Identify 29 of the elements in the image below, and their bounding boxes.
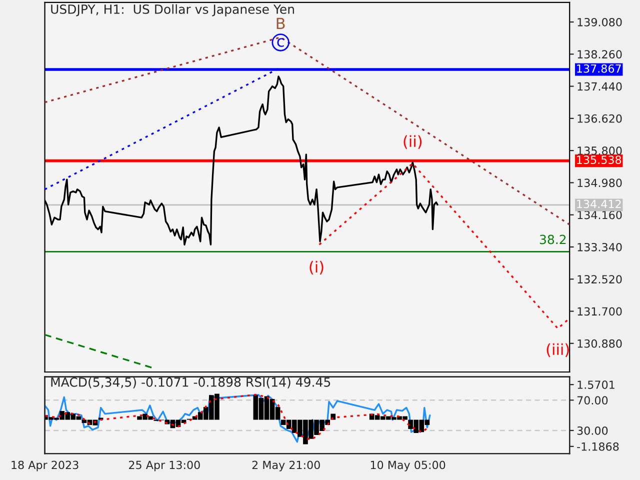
y-tick-label: 132.520 bbox=[578, 275, 622, 284]
y-tick-label: 139.080 bbox=[578, 18, 622, 26]
ref-line-label: 135.538 bbox=[577, 156, 622, 164]
chart-title: MACD(5,34,5) -0.1071 -0.1898 RSI(14) 49.45 bbox=[51, 377, 330, 388]
y-tick-label: 131.700 bbox=[578, 307, 622, 316]
y-tick-label: 70.00 bbox=[577, 396, 608, 405]
x-tick-label: 25 Apr 13:00 bbox=[129, 460, 200, 472]
annotation: B bbox=[276, 18, 285, 29]
x-tick-label: 18 Apr 2023 bbox=[12, 460, 78, 472]
annotation: (i) bbox=[310, 260, 324, 274]
x-tick-label: 10 May 05:00 bbox=[370, 460, 446, 472]
y-tick-label: 30.00 bbox=[577, 426, 608, 435]
y-tick-label: 136.620 bbox=[578, 114, 622, 123]
y-tick-label: 138.260 bbox=[578, 50, 622, 59]
y2-tick-label: -1.1868 bbox=[577, 442, 619, 451]
y-tick-label: 137.440 bbox=[578, 82, 622, 91]
y-tick-label: 134.160 bbox=[578, 210, 622, 220]
y-tick-label: 133.340 bbox=[578, 242, 622, 252]
annotation: (ii) bbox=[404, 135, 422, 149]
annotation: c bbox=[277, 38, 284, 47]
y2-tick-label: 1.5701 bbox=[578, 380, 614, 389]
annotation: 38.2 bbox=[540, 234, 566, 244]
x-tick-label: 2 May 21:00 bbox=[252, 460, 320, 472]
y-tick-label: 134.980 bbox=[578, 178, 622, 188]
y-tick-label: 130.880 bbox=[578, 339, 622, 348]
annotation: (iii) bbox=[546, 343, 569, 357]
ref-line-label: 137.867 bbox=[577, 64, 621, 73]
ref-line-label: 134.412 bbox=[577, 200, 621, 208]
chart-title: USDJPY, H1: US Dollar vs Japanese Yen bbox=[51, 4, 294, 16]
